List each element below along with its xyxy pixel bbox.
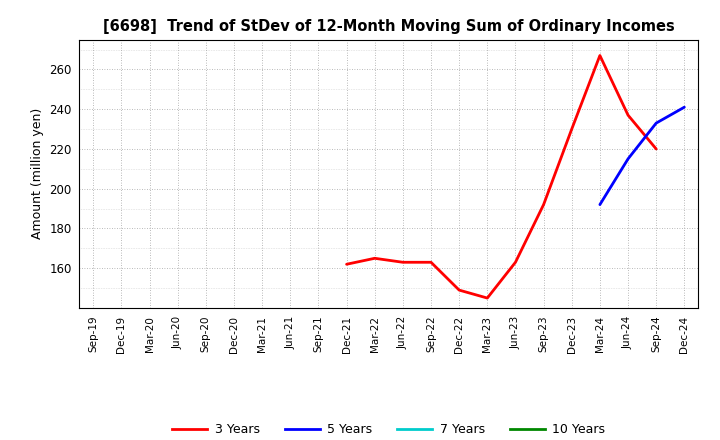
- Legend: 3 Years, 5 Years, 7 Years, 10 Years: 3 Years, 5 Years, 7 Years, 10 Years: [167, 418, 611, 440]
- Y-axis label: Amount (million yen): Amount (million yen): [31, 108, 44, 239]
- Title: [6698]  Trend of StDev of 12-Month Moving Sum of Ordinary Incomes: [6698] Trend of StDev of 12-Month Moving…: [103, 19, 675, 34]
